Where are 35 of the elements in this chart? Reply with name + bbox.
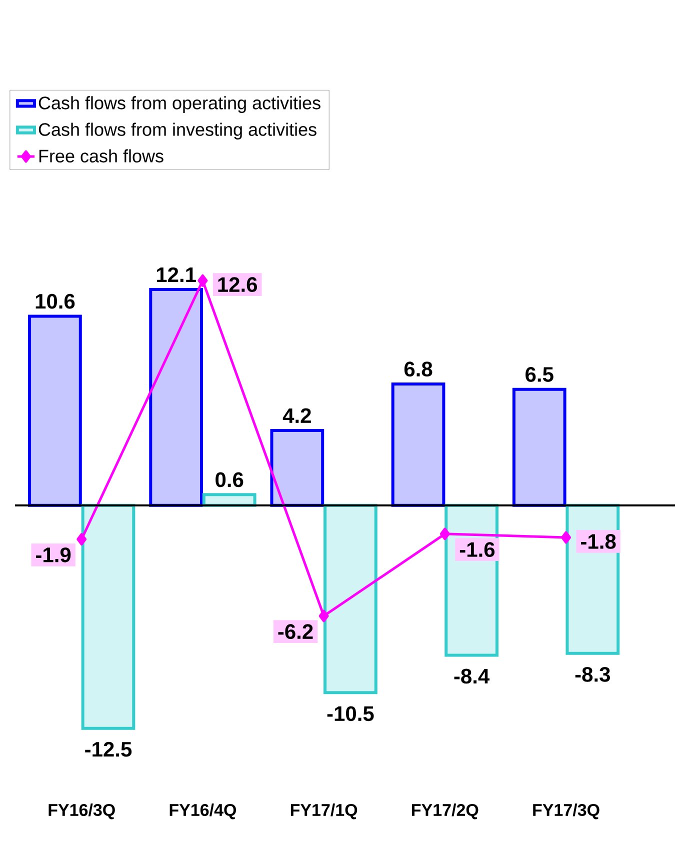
data-label: -8.4: [454, 668, 490, 684]
data-label: -1.9: [36, 547, 71, 562]
data-label: 12.1: [156, 267, 196, 282]
point: [76, 533, 87, 546]
point: [561, 531, 572, 544]
legend-label: Cash flows from investing activities: [38, 122, 316, 140]
data-label: -6.2: [278, 624, 313, 640]
point: [198, 274, 208, 287]
x-tick-label: FY16/4Q: [170, 804, 236, 820]
bar: [391, 382, 446, 507]
bar: [149, 288, 203, 507]
legend-label: Free cash flows: [39, 149, 164, 162]
bar: [270, 428, 324, 507]
bar: [512, 388, 566, 507]
data-label: 6.8: [404, 362, 432, 377]
data-label: -1.8: [581, 534, 616, 549]
point: [440, 528, 450, 540]
data-label: 0.6: [216, 472, 244, 488]
x-tick-label: FY17/2Q: [412, 804, 478, 820]
bar: [81, 504, 136, 730]
data-label: 4.2: [282, 408, 311, 423]
data-label: -8.3: [575, 666, 610, 682]
point: [318, 610, 329, 622]
x-tick-label: FY17/1Q: [290, 804, 358, 820]
data-label: 6.5: [526, 367, 554, 382]
x-tick-label: FY16/3Q: [48, 804, 115, 820]
data-label: 12.6: [218, 277, 258, 292]
data-label: 10.6: [36, 294, 75, 309]
x-tick-label: FY17/3Q: [533, 804, 600, 820]
data-label: -10.5: [327, 706, 374, 722]
bar: [28, 314, 82, 507]
data-label: -12.5: [85, 742, 132, 757]
bar: [324, 504, 378, 694]
legend-label: Cash flows from operating activities: [38, 96, 320, 113]
data-label: -1.6: [460, 542, 495, 557]
